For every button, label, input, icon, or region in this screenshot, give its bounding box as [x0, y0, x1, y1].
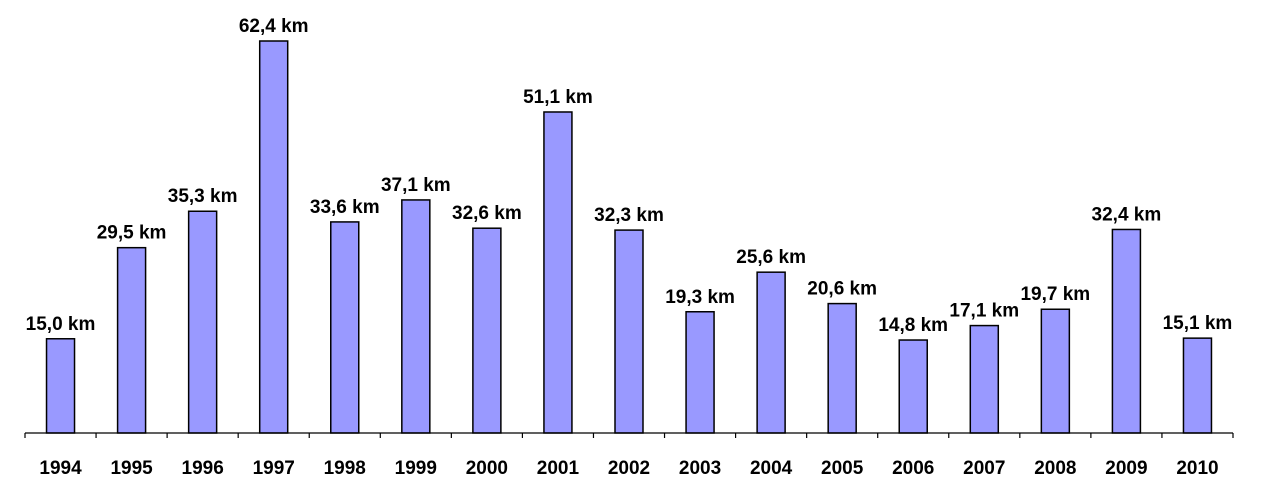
bars-layer [45, 40, 1213, 434]
x-tick-label-2010: 2010 [1176, 458, 1218, 479]
data-label-1996: 35,3 km [168, 186, 238, 207]
x-axis [24, 432, 1234, 438]
data-label-2002: 32,3 km [594, 205, 664, 226]
data-label-2003: 19,3 km [665, 287, 735, 308]
bar-2001 [543, 111, 573, 434]
x-tick-label-1995: 1995 [110, 458, 153, 479]
x-tick-label-2007: 2007 [963, 458, 1005, 479]
data-label-2004: 25,6 km [736, 247, 806, 268]
bar-2010 [1182, 337, 1213, 434]
x-tick-label-2008: 2008 [1034, 458, 1076, 479]
bar-2004 [756, 271, 786, 434]
bar-2007 [969, 324, 1000, 434]
bar-2008 [1040, 308, 1071, 434]
data-label-1995: 29,5 km [97, 223, 167, 244]
data-label-2009: 32,4 km [1092, 204, 1162, 225]
x-tick-label-2002: 2002 [608, 458, 650, 479]
data-label-2007: 17,1 km [949, 301, 1019, 322]
data-label-2001: 51,1 km [523, 87, 593, 108]
x-tick-label-1994: 1994 [39, 458, 82, 479]
x-tick-label-1999: 1999 [395, 458, 437, 479]
data-label-2006: 14,8 km [878, 315, 948, 336]
x-tick-label-2009: 2009 [1105, 458, 1147, 479]
bar-1996 [187, 210, 218, 434]
x-tick-label-2005: 2005 [821, 458, 864, 479]
data-label-1998: 33,6 km [310, 197, 380, 218]
bar-2009 [1111, 228, 1142, 434]
bar-1997 [258, 40, 289, 434]
x-tick-labels-layer: 1994 1995 1996 1997 1998 1999 2000 2001 2002 2003… [39, 458, 1218, 479]
data-label-1994: 15,0 km [26, 314, 96, 335]
bar-1995 [116, 246, 147, 434]
x-tick-label-1997: 1997 [253, 458, 295, 479]
bar-2003 [685, 311, 715, 434]
data-label-2000: 32,6 km [452, 203, 522, 224]
bar-1999 [401, 199, 431, 434]
x-tick-label-2000: 2000 [466, 458, 508, 479]
x-tick-label-1998: 1998 [324, 458, 366, 479]
x-tick-label-2003: 2003 [679, 458, 721, 479]
bar-1998 [330, 221, 360, 434]
data-label-2008: 19,7 km [1020, 284, 1090, 305]
bar-2006 [898, 339, 928, 434]
data-label-1999: 37,1 km [381, 175, 451, 196]
bar-2000 [472, 227, 502, 434]
data-label-2010: 15,1 km [1163, 313, 1233, 334]
bar-2005 [827, 302, 857, 434]
bar-2002 [614, 229, 644, 434]
x-tick-label-1996: 1996 [182, 458, 224, 479]
bar-1994 [45, 338, 76, 434]
x-tick-label-2001: 2001 [537, 458, 580, 479]
data-label-2005: 20,6 km [807, 279, 877, 300]
x-tick-label-2004: 2004 [750, 458, 793, 479]
data-label-1997: 62,4 km [239, 16, 309, 37]
x-tick-label-2006: 2006 [892, 458, 934, 479]
